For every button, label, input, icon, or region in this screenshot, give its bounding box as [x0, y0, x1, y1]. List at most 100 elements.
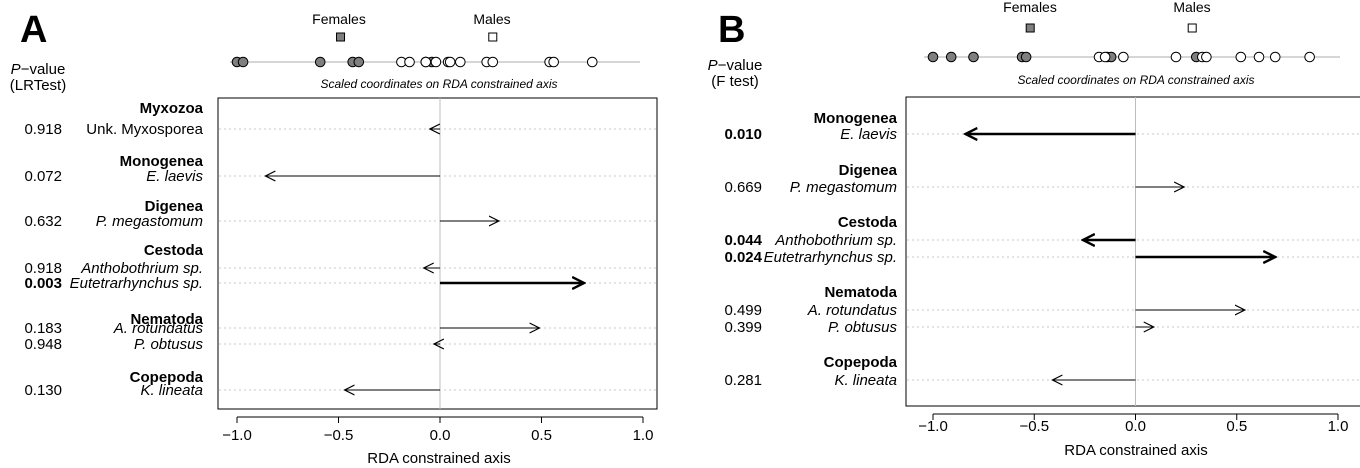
- panel-b-female-point: [927, 51, 939, 63]
- panel-b-x-axis-title: RDA constrained axis: [1064, 442, 1207, 459]
- panel-b-row-labels: Monogenea 0.010 E. laevis Digenea 0.669 P. me…: [724, 110, 897, 389]
- panel-a-tick-label: −1.0: [222, 427, 252, 444]
- panel-b-letter: B: [718, 9, 745, 51]
- panel-a-scaled-coordinates-strip: [230, 56, 640, 68]
- panel-b-females-marker: [1025, 23, 1035, 33]
- panel-a-female-point: [353, 56, 365, 68]
- panel-a-males-label: Males: [473, 11, 510, 27]
- panel-b-species-label: P. obtusus: [828, 319, 897, 336]
- panel-b-pvalue: 0.399: [724, 319, 762, 336]
- panel-a-group-name: Nematoda: [130, 311, 203, 328]
- panel-b-pvalue: 0.669: [724, 179, 762, 196]
- panel-a-group-name: Cestoda: [144, 242, 204, 259]
- panel-b-x-axis: −1.0 −0.5 0.0 0.5 1.0: [918, 413, 1349, 435]
- panel-a-male-point: [548, 56, 559, 68]
- panel-a-sex-legend: Females Males: [312, 11, 511, 42]
- panel-a-male-point: [430, 56, 442, 68]
- panel-a-male-point: [455, 56, 466, 68]
- panel-b-species-label: A. rotundatus: [807, 302, 898, 319]
- panel-a-males-marker: [488, 32, 498, 42]
- panel-a-tick-label: 0.0: [430, 427, 451, 444]
- panel-b-pvalue: 0.044: [724, 232, 762, 249]
- panel-a-species-label: A. rotundatus: [113, 320, 204, 337]
- panel-a-x-axis: −1.0 −0.5 0.0 0.5 1.0: [222, 416, 654, 444]
- panel-a-pvalue: 0.918: [24, 260, 62, 277]
- panel-b-pvalue: 0.499: [724, 302, 762, 319]
- panel-a-group-name: Digenea: [145, 198, 204, 215]
- panel-a-scale-caption: Scaled coordinates on RDA constrained ax…: [320, 77, 557, 91]
- panel-b-sex-legend: Females Males: [1003, 0, 1211, 33]
- panel-b-species-label: K. lineata: [834, 372, 897, 389]
- panel-a-females-marker: [336, 32, 346, 42]
- panel-b-male-point: [1201, 51, 1212, 63]
- panel-a-species-label: P. megastomum: [96, 213, 203, 230]
- panel-b-plot-frame: [905, 96, 1360, 407]
- panel-b-female-point: [1020, 51, 1032, 63]
- panel-a-male-point: [444, 56, 456, 68]
- panel-b-female-point: [968, 51, 979, 63]
- panel-a-species-label: E. laevis: [146, 168, 203, 185]
- panel-a-pvalue: 0.632: [24, 213, 62, 230]
- panel-b-male-point: [1269, 51, 1281, 63]
- panel-a: A P−value (LRTest) Females Males Scaled …: [10, 9, 658, 467]
- panel-a-male-point: [420, 56, 432, 68]
- panel-a-x-axis-title: RDA constrained axis: [367, 450, 510, 467]
- panel-b-test-name: (F test): [711, 73, 759, 90]
- panel-b-male-point: [1170, 51, 1182, 63]
- panel-a-species-label: K. lineata: [140, 382, 203, 399]
- panel-a-species-label: Eutetrarhynchus sp.: [70, 275, 203, 292]
- panel-a-plot-frame: [217, 97, 658, 410]
- panel-b-pvalue: 0.281: [724, 372, 762, 389]
- panel-a-pvalue: 0.003: [24, 275, 62, 292]
- panel-b-male-point: [1253, 51, 1265, 63]
- panel-b-pvalue: 0.024: [724, 249, 762, 266]
- panel-b-pvalue: 0.010: [724, 126, 762, 143]
- panel-a-species-label: Anthobothrium sp.: [80, 260, 203, 277]
- panel-a-female-point: [237, 56, 249, 68]
- panel-b-male-point: [1235, 51, 1247, 63]
- panel-b-tick-label: −0.5: [1019, 418, 1049, 435]
- panel-a-pvalue: 0.130: [24, 382, 62, 399]
- panel-b-pvalue-header: P−value: [708, 57, 763, 74]
- panel-b-plot-area: [907, 97, 1360, 406]
- panel-b-species-label: E. laevis: [840, 126, 897, 143]
- panel-a-plot-area: [219, 98, 656, 409]
- panel-a-male-point: [586, 56, 598, 68]
- panel-a-letter: A: [20, 9, 47, 51]
- panel-b-scaled-coordinates-strip: [924, 51, 1340, 63]
- panel-b-tick-label: −1.0: [918, 418, 948, 435]
- panel-a-group-name: Monogenea: [120, 153, 204, 170]
- panel-a-male-point: [487, 56, 499, 68]
- panel-b: B P−value (F test) Females Males Scaled …: [708, 0, 1360, 459]
- panel-a-tick-label: 1.0: [633, 427, 654, 444]
- panel-b-tick-label: 0.0: [1125, 418, 1146, 435]
- panel-a-species-label: P. obtusus: [134, 336, 203, 353]
- panel-b-tick-label: 0.5: [1226, 418, 1247, 435]
- panel-a-male-point: [404, 56, 415, 68]
- panel-b-group-name: Monogenea: [814, 110, 898, 127]
- panel-a-pvalue: 0.072: [24, 168, 62, 185]
- panel-b-males-marker: [1187, 23, 1197, 33]
- panel-b-male-point: [1118, 51, 1129, 63]
- panel-a-group-name: Myxozoa: [140, 100, 204, 117]
- panel-b-scale-caption: Scaled coordinates on RDA constrained ax…: [1017, 73, 1254, 87]
- panel-b-species-label: Eutetrarhynchus sp.: [764, 249, 897, 266]
- panel-a-pvalue: 0.918: [24, 121, 62, 138]
- panel-b-female-point: [945, 51, 957, 63]
- panel-a-test-name: (LRTest): [10, 77, 66, 94]
- panel-b-tick-label: 1.0: [1328, 418, 1349, 435]
- panel-b-group-name: Digenea: [839, 162, 898, 179]
- panel-b-males-label: Males: [1173, 0, 1210, 15]
- panel-a-pvalue: 0.948: [24, 336, 62, 353]
- panel-b-male-point: [1304, 51, 1315, 63]
- panel-a-species-label: Unk. Myxosporea: [86, 121, 203, 138]
- panel-b-male-point: [1099, 51, 1111, 63]
- panel-b-group-name: Copepoda: [824, 354, 898, 371]
- panel-a-tick-label: 0.5: [531, 427, 552, 444]
- panel-a-group-name: Copepoda: [130, 369, 204, 386]
- panel-a-pvalue-header: P−value: [11, 61, 66, 78]
- panel-a-females-label: Females: [312, 11, 366, 27]
- panel-b-females-label: Females: [1003, 0, 1057, 15]
- panel-b-group-name: Cestoda: [838, 214, 898, 231]
